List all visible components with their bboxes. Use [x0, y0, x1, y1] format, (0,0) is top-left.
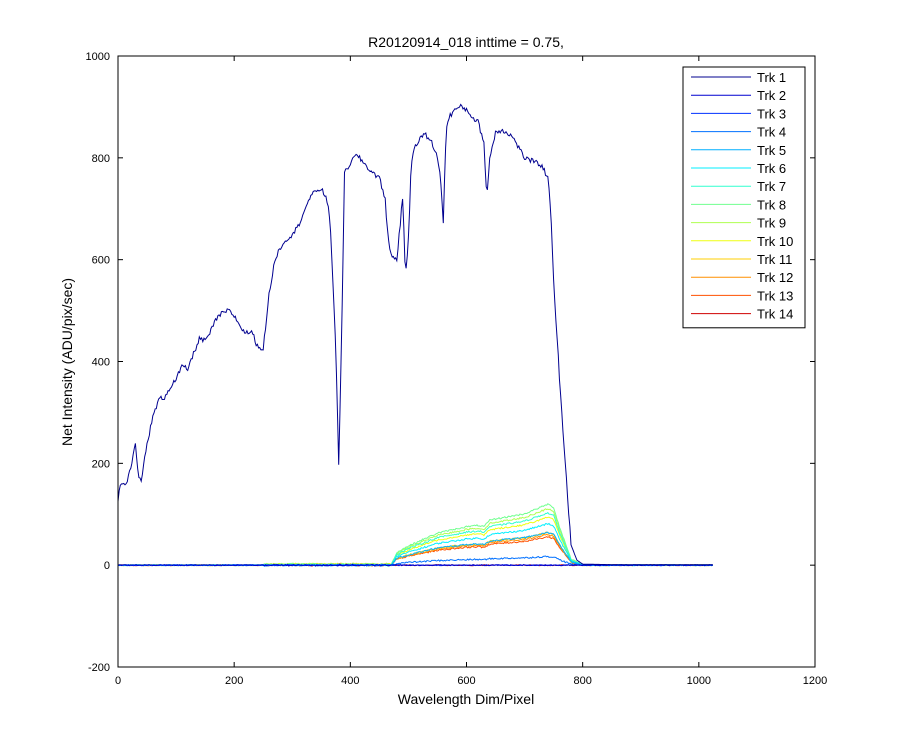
y-tick-label: 600: [92, 255, 110, 267]
y-axis-label: Net Intensity (ADU/pix/sec): [59, 278, 75, 446]
legend-entry: Trk 14: [757, 307, 793, 322]
x-axis-label: Wavelength Dim/Pixel: [398, 691, 534, 707]
legend-entry: Trk 13: [757, 288, 793, 303]
x-tick-label: 200: [225, 675, 243, 687]
legend-entry: Trk 11: [757, 252, 792, 267]
x-tick-label: 400: [341, 675, 359, 687]
chart-title: R20120914_018 inttime = 0.75,: [368, 34, 564, 50]
plot-frame: [117, 55, 816, 668]
legend-entry: Trk 8: [757, 197, 786, 212]
legend-entry: Trk 9: [757, 216, 786, 231]
series-line-trk-1: [117, 103, 713, 566]
legend-entry: Trk 7: [757, 179, 786, 194]
x-tick-label: 1200: [803, 675, 827, 687]
axis-ticks: 0 200 400 600 800 1000 1200 -200 0 200 400 600 800 10…: [86, 51, 828, 687]
series-lines: [117, 103, 714, 567]
legend-entry: Trk 2: [757, 88, 786, 103]
x-tick-label: 800: [573, 675, 591, 687]
x-tick-label: 1000: [687, 675, 711, 687]
legend-entry: Trk 12: [757, 270, 793, 285]
x-tick-label: 0: [115, 675, 121, 687]
legend-entry: Trk 6: [757, 161, 786, 176]
y-tick-label: 400: [92, 357, 110, 369]
x-tick-label: 600: [457, 675, 475, 687]
legend-entry: Trk 5: [757, 143, 786, 158]
legend-entry: Trk 10: [757, 234, 793, 249]
y-tick-label: -200: [88, 662, 110, 674]
legend-entry: Trk 3: [757, 106, 786, 121]
legend-entry: Trk 4: [757, 125, 786, 140]
y-tick-label: 800: [92, 153, 110, 165]
y-tick-label: 0: [104, 560, 110, 572]
legend-entry: Trk 1: [757, 70, 786, 85]
y-tick-label: 200: [92, 458, 110, 470]
y-tick-label: 1000: [86, 51, 110, 63]
legend-box: [682, 66, 806, 329]
legend: Trk 1 Trk 2 Trk 3 Trk 4 Trk 5 Trk 6 Trk 7 Trk 8…: [682, 66, 806, 329]
